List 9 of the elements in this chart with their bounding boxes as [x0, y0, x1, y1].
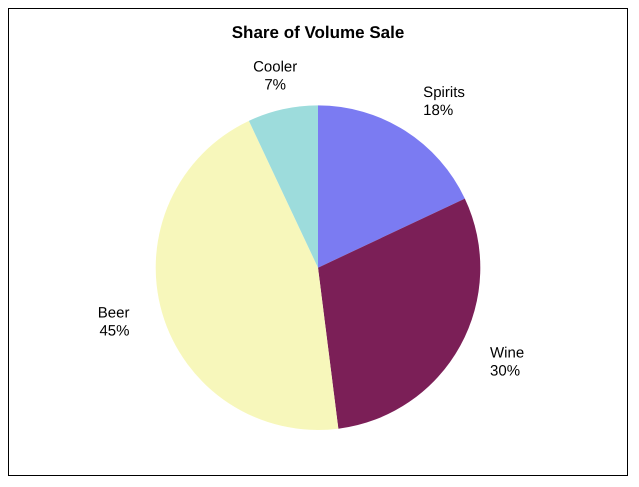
data-label: 30% [490, 362, 520, 380]
data-label: 7% [264, 76, 286, 94]
chart-title: Share of Volume Sale [232, 22, 404, 42]
data-label: 45% [99, 322, 130, 340]
slice-label: Beer [98, 304, 130, 322]
slice-label: Cooler [253, 58, 298, 76]
slice-label: Spirits [423, 84, 465, 102]
slice-label: Wine [490, 344, 524, 362]
data-label: 18% [423, 102, 454, 120]
